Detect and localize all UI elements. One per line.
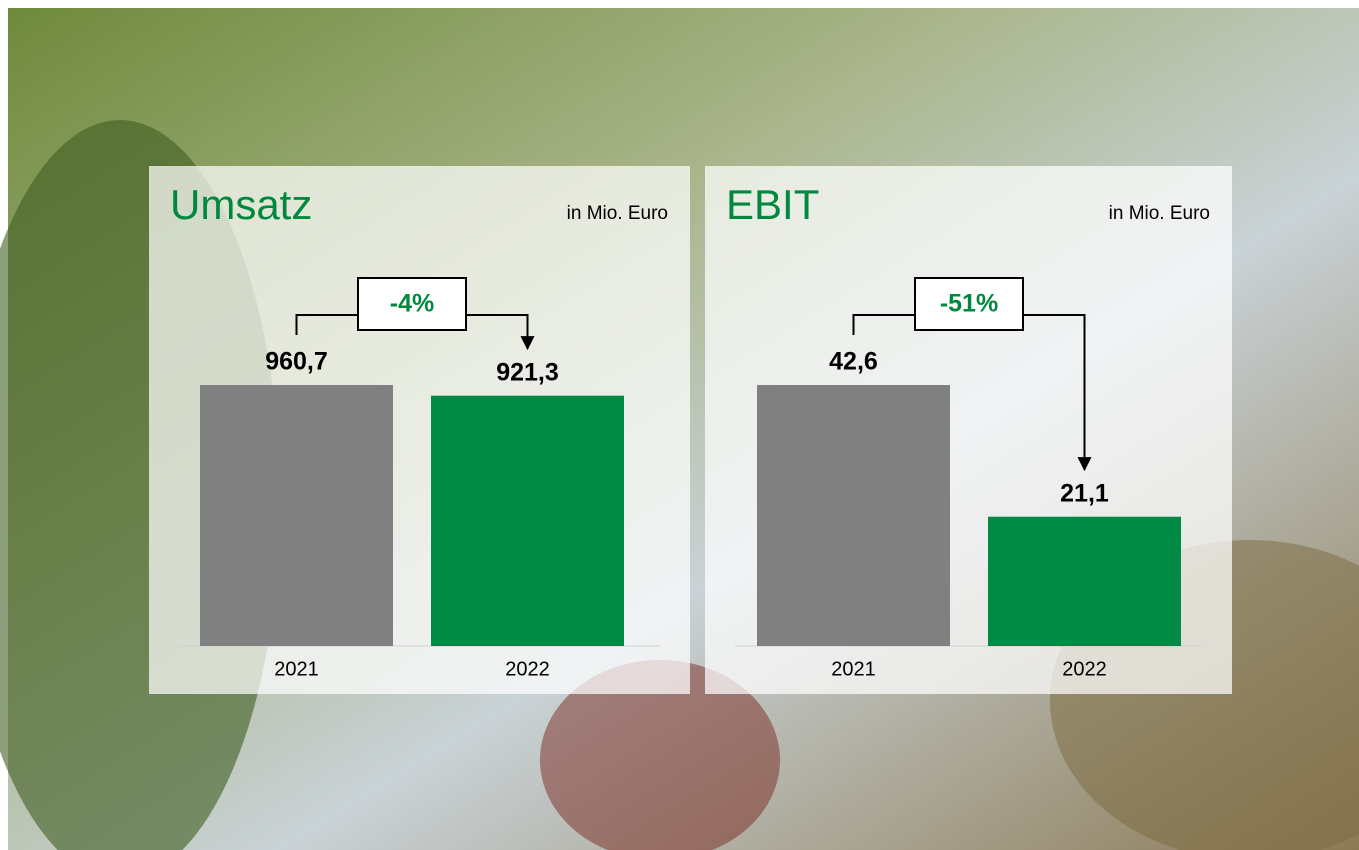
panel-title: EBIT (726, 181, 819, 228)
category-label: 2022 (1062, 658, 1107, 680)
shirt (540, 660, 780, 850)
change-label: -4% (390, 290, 434, 318)
value-label: 921,3 (496, 358, 559, 386)
category-label: 2021 (274, 658, 319, 680)
bar (757, 385, 950, 646)
category-label: 2021 (831, 658, 876, 680)
category-label: 2022 (505, 658, 550, 680)
charts: Umsatz in Mio. Euro 960,7 2021 921,3 2022 -4% E… (149, 166, 1232, 694)
unit-label: in Mio. Euro (1109, 203, 1210, 224)
change-box (357, 277, 467, 331)
unit-label: in Mio. Euro (567, 203, 668, 224)
panel-title: Umsatz (170, 181, 312, 228)
value-label: 960,7 (265, 348, 328, 376)
value-label: 21,1 (1060, 479, 1109, 507)
bar (988, 516, 1181, 646)
bar (431, 395, 624, 646)
value-label: 42,6 (829, 348, 878, 376)
change-box (914, 277, 1024, 331)
change-label: -51% (940, 290, 998, 318)
bar (200, 385, 393, 646)
